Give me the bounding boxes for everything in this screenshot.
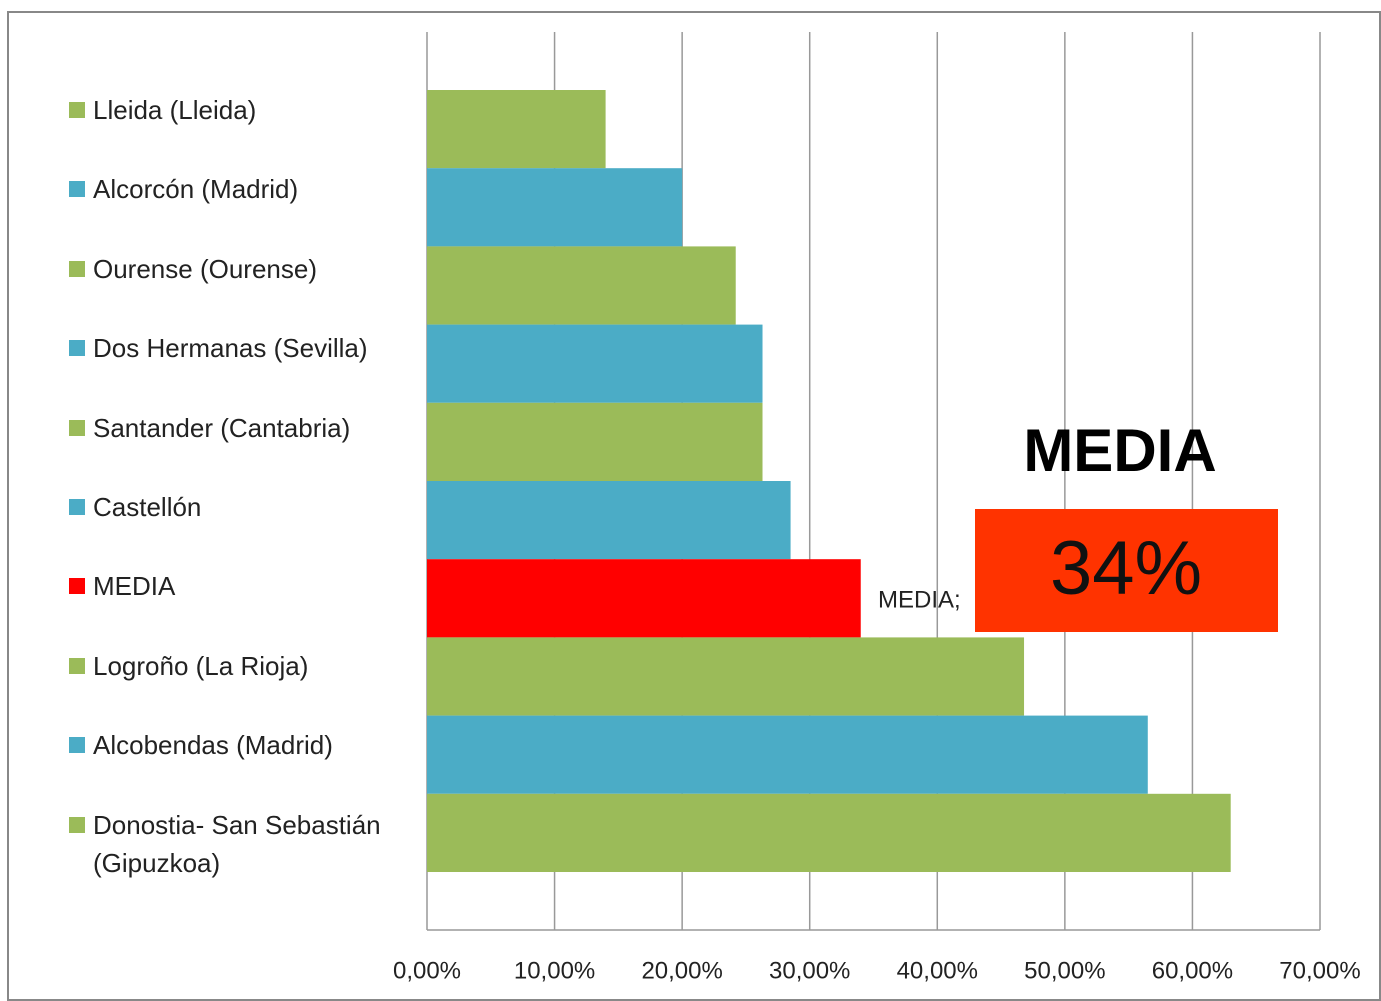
bar	[427, 637, 1025, 716]
legend-label: Dos Hermanas (Sevilla)	[93, 333, 368, 364]
bar	[427, 715, 1148, 794]
legend-swatch	[69, 260, 85, 277]
legend-label: MEDIA	[93, 571, 176, 602]
bar	[427, 793, 1231, 872]
bar	[427, 90, 606, 169]
legend-item: Lleida (Lleida)	[69, 91, 413, 129]
legend-label: Logroño (La Rioja)	[93, 650, 309, 681]
legend-swatch	[69, 578, 85, 595]
x-tick-label: 20,00%	[641, 957, 722, 984]
x-tick-label: 10,00%	[514, 957, 595, 984]
legend-swatch	[69, 419, 85, 436]
legend-item: MEDIA	[69, 567, 413, 605]
legend-item: Alcobendas (Madrid)	[69, 726, 413, 764]
legend-label: Ourense (Ourense)	[93, 253, 317, 284]
legend-label: Donostia- San Sebastián (Gipuzkoa)	[93, 809, 381, 878]
x-tick-label: 0,00%	[393, 957, 461, 984]
legend-swatch	[69, 181, 85, 198]
legend-item: Logroño (La Rioja)	[69, 647, 413, 685]
frame	[7, 11, 1381, 1001]
x-tick-label: 50,00%	[1024, 957, 1105, 984]
x-tick-label: 40,00%	[897, 957, 978, 984]
x-tick-label: 30,00%	[769, 957, 850, 984]
legend-label: Alcobendas (Madrid)	[93, 730, 333, 761]
bar	[427, 168, 683, 247]
legend-label: Santander (Cantabria)	[93, 412, 351, 443]
x-tick-label: 70,00%	[1279, 957, 1360, 984]
legend-item: Dos Hermanas (Sevilla)	[69, 329, 413, 367]
legend-swatch	[69, 102, 85, 118]
legend-label: Alcorcón (Madrid)	[93, 174, 299, 205]
bar	[427, 559, 861, 638]
bar	[427, 481, 791, 560]
annotation-box	[975, 509, 1278, 632]
bar	[427, 246, 736, 325]
legend-swatch	[69, 737, 85, 754]
legend-label: Castellón	[93, 492, 202, 522]
annotation-title: MEDIA	[1023, 417, 1216, 484]
bar	[427, 402, 763, 481]
legend-label: Lleida (Lleida)	[93, 95, 257, 125]
legend-item: Santander (Cantabria)	[69, 409, 413, 447]
x-tick-label: 60,00%	[1152, 957, 1233, 984]
legend-item: Donostia- San Sebastián (Gipuzkoa)	[69, 806, 413, 882]
legend-swatch	[69, 340, 85, 357]
bar	[427, 324, 763, 403]
legend-item: Alcorcón (Madrid)	[69, 170, 413, 208]
legend-item: Ourense (Ourense)	[69, 250, 413, 288]
data-label: MEDIA;	[878, 586, 961, 613]
annotation-value: 34%	[1050, 526, 1202, 611]
legend-swatch	[69, 657, 85, 674]
legend-item: Castellón	[69, 488, 413, 526]
legend-swatch	[69, 499, 85, 515]
legend-swatch	[69, 816, 85, 833]
